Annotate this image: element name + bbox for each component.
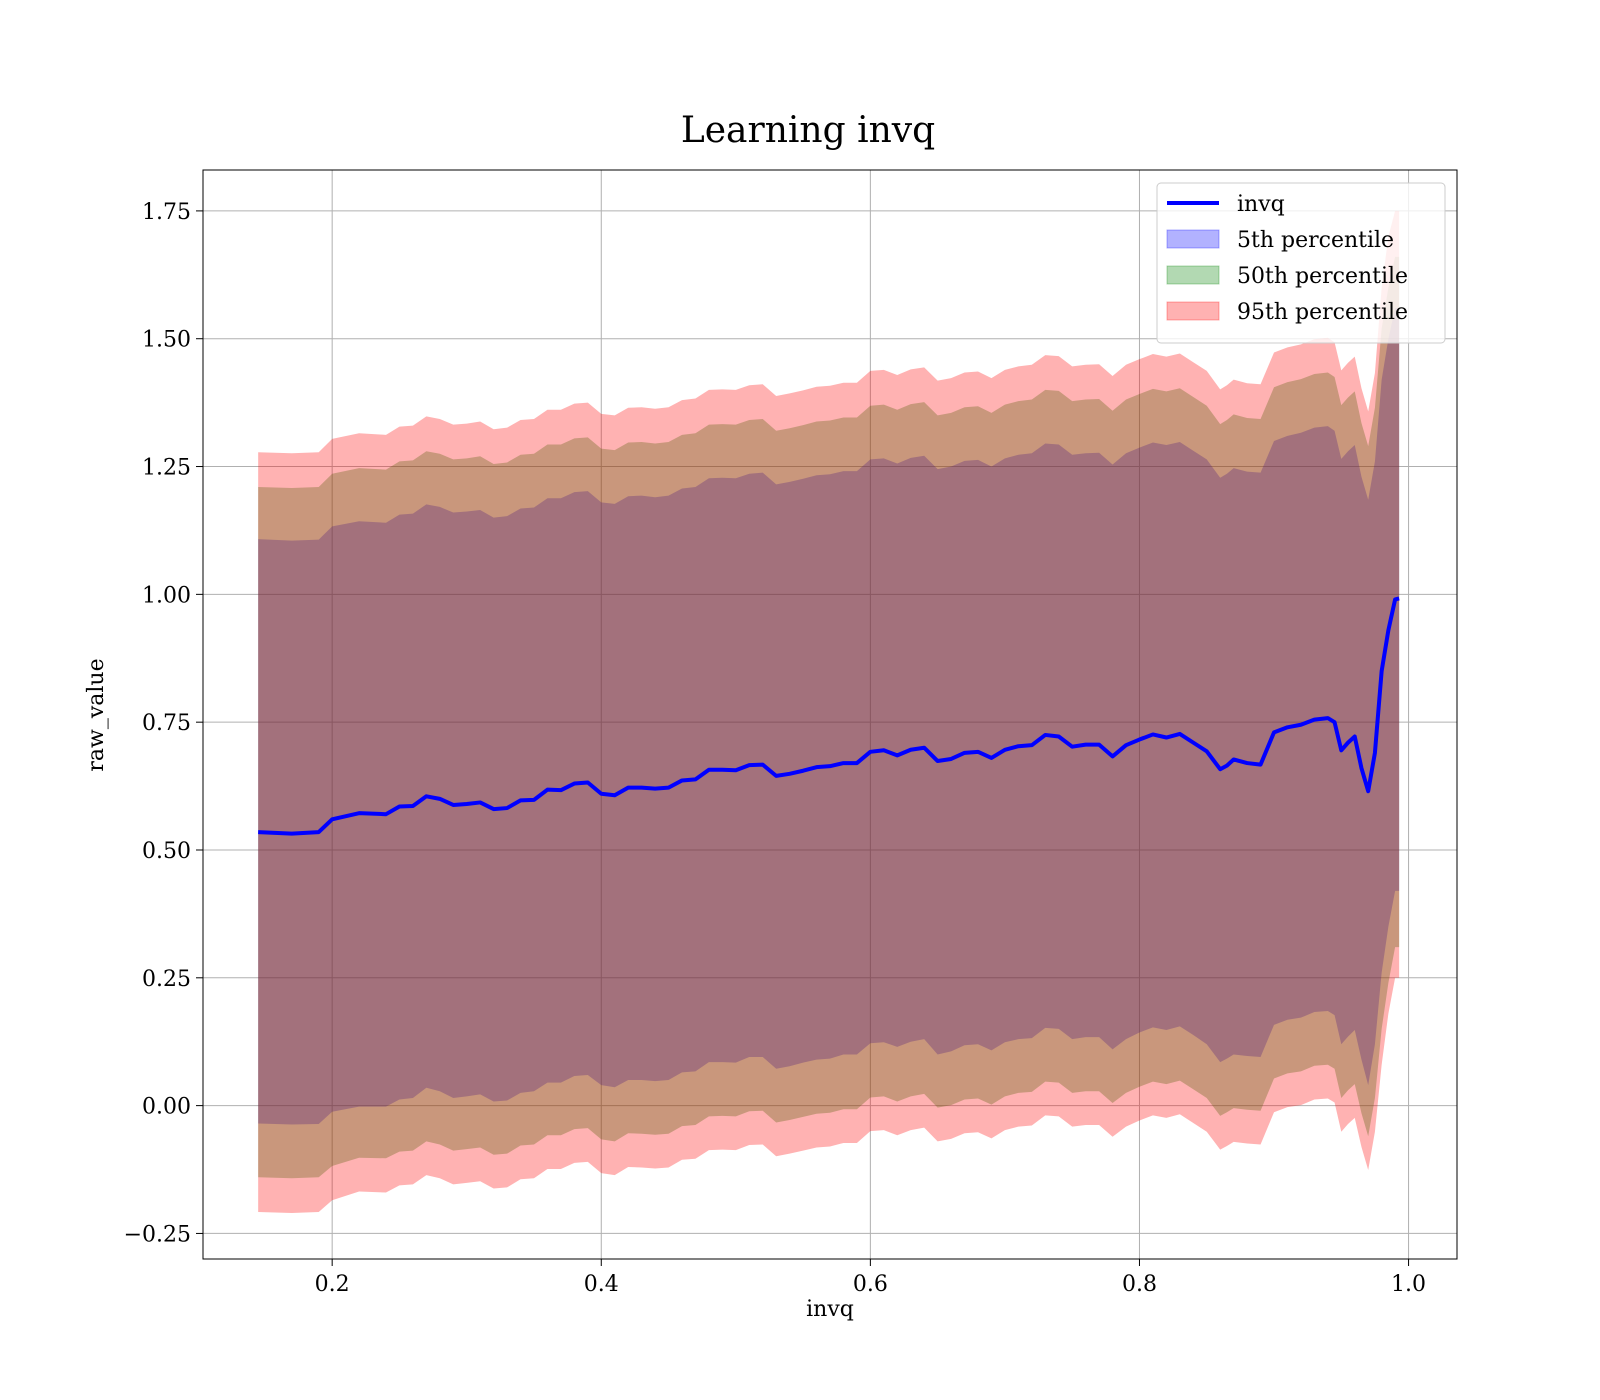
y-tick-label: 1.50 (142, 328, 191, 353)
y-tick-label: 0.00 (142, 1095, 191, 1120)
series-lines (258, 596, 1400, 836)
series-line-0 (258, 596, 1400, 836)
y-axis-ticks: −0.25 0.00 0.25 0.50 0.75 1.00 1.25 1.50 1.75 (124, 200, 203, 1247)
plot-frame (202, 169, 1458, 1260)
legend-box (1156, 182, 1446, 344)
band-1 (258, 308, 1400, 1125)
legend-label-3: 95th percentile (1237, 300, 1408, 325)
y-tick-label: −0.25 (124, 1222, 191, 1247)
y-axis-label: raw_value (84, 658, 109, 771)
y-tick-label: 1.25 (142, 456, 191, 481)
legend-swatch-3 (1166, 301, 1220, 321)
band-2 (258, 256, 1400, 1179)
x-tick-label: 0.4 (584, 1272, 619, 1297)
y-tick-label: 1.00 (142, 583, 191, 608)
y-tick-label: 0.25 (142, 967, 191, 992)
x-tick-label: 0.6 (853, 1272, 888, 1297)
x-axis-label: invq (806, 1297, 854, 1322)
y-tick-label: 0.50 (142, 839, 191, 864)
x-axis-ticks: 0.2 0.4 0.6 0.8 1.0 (315, 1259, 1426, 1297)
y-tick-label: 0.75 (142, 711, 191, 736)
band-3 (258, 210, 1400, 1213)
x-tick-label: 0.2 (315, 1272, 350, 1297)
legend-label-2: 50th percentile (1237, 264, 1408, 289)
y-tick-label: 1.75 (142, 200, 191, 225)
legend-label-1: 5th percentile (1237, 228, 1394, 253)
legend-label-0: invq (1237, 192, 1285, 217)
legend-swatch-2 (1166, 265, 1220, 285)
x-tick-label: 1.0 (1391, 1272, 1426, 1297)
percentile-bands (258, 210, 1400, 1213)
legend-swatch-1 (1166, 229, 1220, 249)
chart-title: Learning invq (681, 110, 935, 151)
legend: invq 5th percentile 50th percentile 95th pe… (1156, 182, 1446, 344)
x-tick-label: 0.8 (1122, 1272, 1157, 1297)
